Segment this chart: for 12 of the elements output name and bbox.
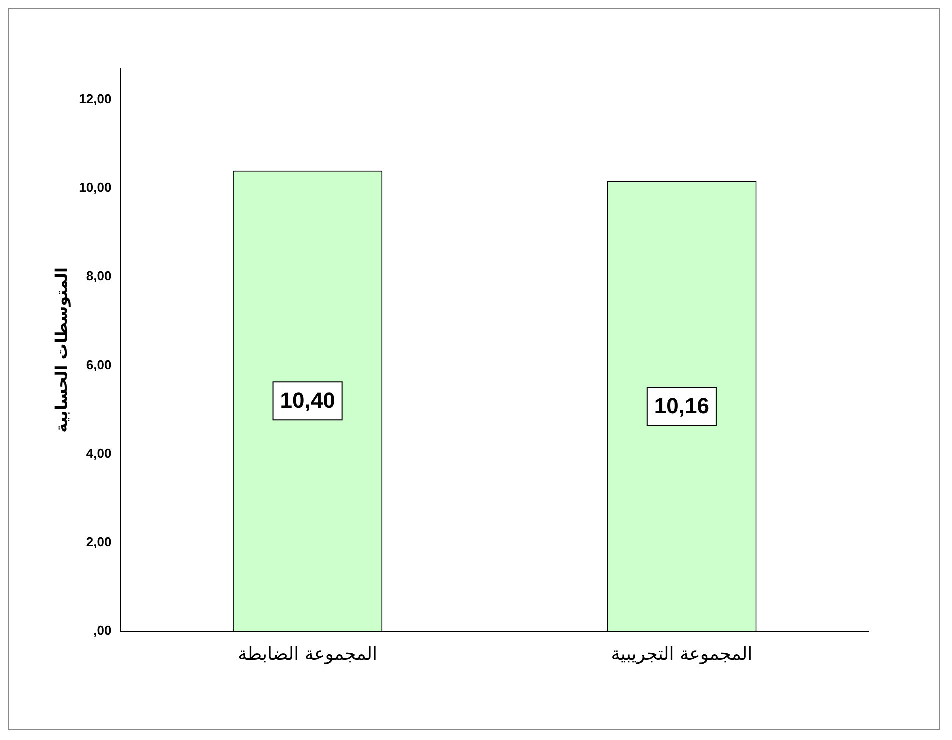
data-label: 10,40 — [280, 388, 336, 414]
y-tick-label: 10,00 — [79, 180, 112, 196]
y-tick-label: ,00 — [94, 622, 112, 638]
y-tick-label: 4,00 — [86, 446, 112, 461]
y-tick-label: 12,00 — [79, 92, 112, 107]
data-label: 10,16 — [654, 394, 710, 419]
x-tick-label: المجموعة الضابطة — [238, 644, 378, 665]
y-tick-label: 2,00 — [86, 534, 112, 550]
y-tick-label: 6,00 — [86, 357, 112, 372]
x-tick-label: المجموعة التجريبية — [611, 644, 753, 665]
y-axis-title: المتوسطات الحسابية — [52, 268, 71, 433]
y-tick-label: 8,00 — [86, 268, 112, 284]
